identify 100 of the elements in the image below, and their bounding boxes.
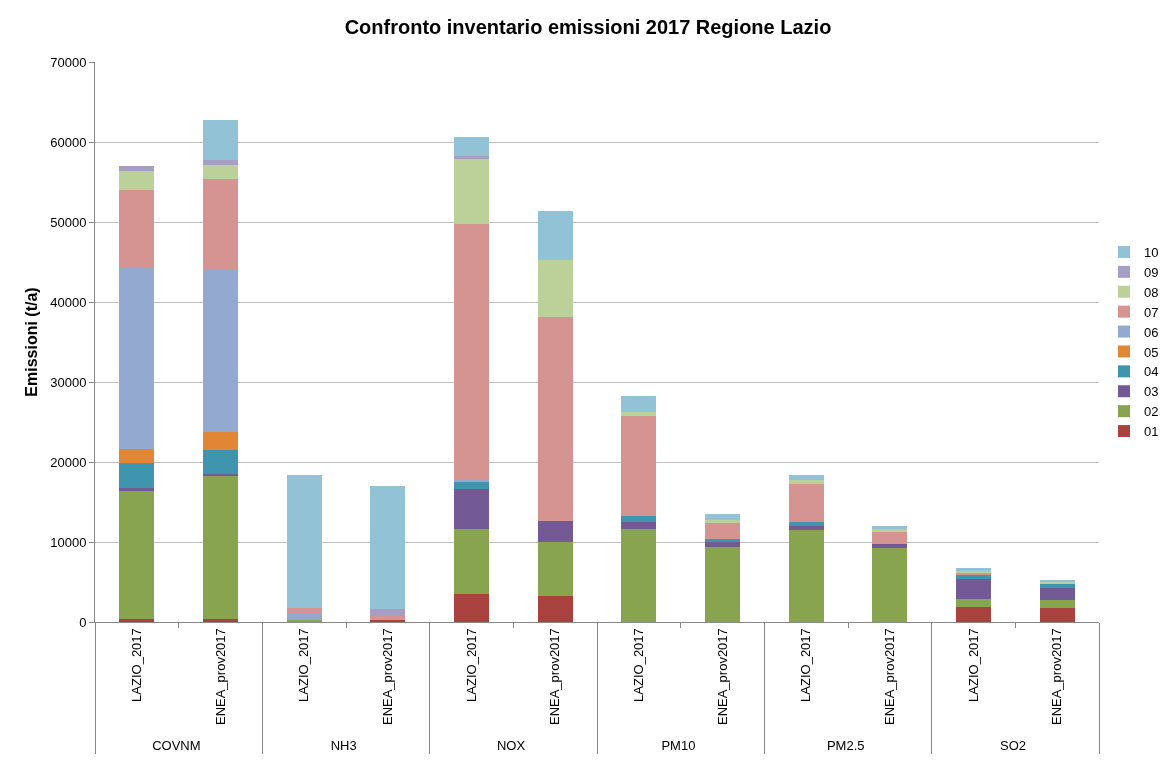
text: COVNM (152, 738, 201, 754)
bar (119, 618, 155, 622)
bar (370, 486, 406, 610)
bar (202, 450, 239, 474)
bar (872, 531, 908, 544)
bar (704, 522, 741, 539)
x-tick-label: ENEA_prov2017 (212, 628, 228, 726)
bar (955, 598, 992, 607)
bar (286, 614, 322, 620)
legend-label: 07 (1144, 304, 1159, 320)
bar (202, 431, 239, 450)
bar (119, 488, 155, 491)
text: NOX (496, 738, 526, 754)
y-tick-label: 20000 (50, 454, 87, 470)
bar (788, 480, 824, 485)
x-tick-label: ENEA_prov2017 (882, 628, 898, 726)
x-tick-label: LAZIO_2017 (129, 628, 145, 702)
y-tick-label: 40000 (50, 294, 87, 310)
legend-label: 10 (1144, 245, 1159, 261)
bar (537, 317, 573, 522)
bar (704, 542, 741, 547)
bar (202, 618, 239, 622)
y-tick-label: 50000 (50, 214, 87, 230)
y-tick-label: 30000 (50, 374, 87, 390)
bar (286, 474, 322, 608)
bar (202, 160, 239, 166)
bar (453, 223, 490, 480)
legend-label: 06 (1144, 324, 1159, 340)
bar (453, 158, 490, 224)
bar (537, 521, 573, 542)
y-tick-label: 0 (79, 614, 87, 630)
bar (537, 210, 573, 260)
bar (788, 530, 824, 622)
legend-label: 01 (1144, 424, 1159, 440)
bar (1039, 584, 1075, 589)
bar (202, 165, 239, 179)
bar (704, 519, 741, 523)
bar (453, 529, 490, 594)
chart-title: Confronto inventario emissioni 2017 Regione Lazio (344, 16, 832, 39)
legend-label: 04 (1144, 364, 1159, 380)
x-tick-label: LAZIO_2017 (296, 628, 312, 702)
text: PM10 (661, 738, 696, 754)
bar (202, 178, 239, 270)
bar (370, 609, 406, 617)
bar (119, 462, 155, 489)
bar (621, 529, 657, 622)
bar (453, 489, 490, 530)
bar (872, 547, 908, 622)
bar (1039, 588, 1075, 600)
bar (370, 616, 406, 621)
bar (537, 542, 573, 596)
bar (119, 449, 155, 463)
bar (704, 546, 741, 622)
bar (955, 578, 992, 599)
bar (704, 538, 741, 542)
bar (286, 607, 322, 614)
x-tick-label: ENEA_prov2017 (714, 628, 730, 726)
text: NH3 (330, 738, 357, 754)
bar (119, 490, 155, 619)
bar (119, 170, 155, 190)
y-tick-label: 10000 (50, 534, 87, 550)
bar (621, 515, 657, 522)
bar (537, 259, 573, 318)
bar (955, 606, 992, 622)
bar (788, 526, 824, 530)
x-tick-label: LAZIO_2017 (631, 628, 647, 702)
legend-label: 02 (1144, 404, 1159, 420)
x-tick-label: LAZIO_2017 (798, 628, 814, 702)
bar (202, 475, 239, 619)
bar (788, 484, 824, 522)
x-tick-label: LAZIO_2017 (965, 628, 981, 702)
x-tick-label: ENEA_prov2017 (547, 628, 563, 726)
bar (202, 119, 239, 161)
bar (621, 396, 657, 413)
x-tick-label: ENEA_prov2017 (380, 628, 396, 726)
bar (119, 267, 155, 450)
x-tick-label: ENEA_prov2017 (1049, 628, 1065, 726)
y-tick-label: 60000 (50, 134, 87, 150)
legend-label: 08 (1144, 284, 1159, 300)
bar (1039, 599, 1075, 608)
bar (1039, 607, 1075, 622)
x-tick-label: LAZIO_2017 (463, 628, 479, 702)
text: PM2.5 (826, 738, 865, 754)
bar (119, 190, 155, 268)
bar (202, 270, 239, 432)
bar (621, 412, 657, 417)
text: SO2 (1000, 738, 1027, 754)
bar (955, 574, 992, 579)
y-tick-label: 70000 (50, 54, 87, 70)
bar (453, 155, 490, 159)
bar (453, 594, 490, 622)
bar (621, 522, 657, 530)
bar (788, 522, 824, 526)
bar (621, 416, 657, 516)
y-axis-title: Emissioni (t/a) (23, 287, 41, 397)
legend-label: 09 (1144, 264, 1159, 280)
bar (537, 595, 573, 622)
bar (119, 166, 155, 171)
bar (872, 543, 908, 548)
legend-label: 03 (1144, 384, 1159, 400)
